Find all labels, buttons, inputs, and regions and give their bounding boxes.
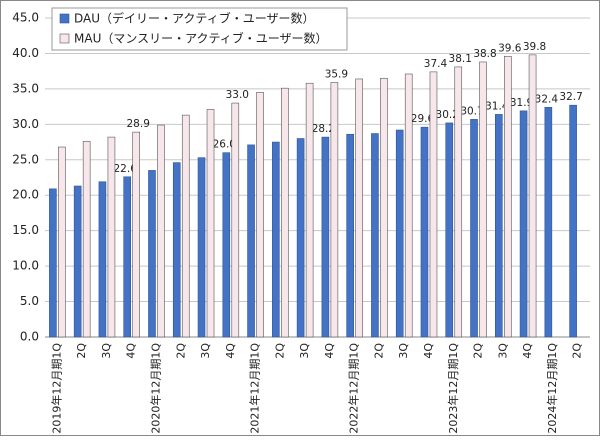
x-tick-label: 2Q xyxy=(372,343,385,359)
bar xyxy=(454,66,463,338)
bar xyxy=(132,131,141,338)
y-tick-label: 45.0 xyxy=(12,11,39,25)
y-tick-label: 30.0 xyxy=(12,117,39,131)
bar xyxy=(371,133,379,338)
bar xyxy=(479,61,487,338)
x-tick-label: 2Q xyxy=(273,343,286,359)
bar xyxy=(346,133,354,338)
x-tick-label: 3Q xyxy=(100,343,113,359)
bar xyxy=(503,55,512,338)
data-label: 22.6 xyxy=(114,163,138,175)
bar xyxy=(206,109,215,338)
data-label: 32.4 xyxy=(535,93,559,105)
x-tick-label: 2Q xyxy=(472,343,485,359)
data-label: 28.2 xyxy=(312,123,335,135)
data-label: 32.7 xyxy=(559,91,582,103)
y-tick-label: 25.0 xyxy=(12,152,39,166)
bar xyxy=(569,104,577,338)
y-tick-label: 0.0 xyxy=(20,330,39,344)
data-label: 35.9 xyxy=(325,69,348,81)
bar xyxy=(420,126,429,338)
x-tick-label: 2Q xyxy=(75,343,88,359)
legend-box xyxy=(51,7,348,51)
data-label: 28.9 xyxy=(127,118,150,130)
data-label: 39.6 xyxy=(498,42,522,54)
x-tick-label: 4Q xyxy=(224,343,237,359)
bar xyxy=(380,77,388,338)
x-tick-label: 2019年12月期1Q xyxy=(49,343,63,434)
bar xyxy=(123,176,132,338)
y-tick-label: 10.0 xyxy=(12,259,39,273)
y-tick-label: 40.0 xyxy=(12,46,39,60)
bar xyxy=(58,146,66,338)
x-tick-label: 4Q xyxy=(323,343,336,359)
bar xyxy=(305,82,314,338)
x-tick-label: 4Q xyxy=(125,343,138,359)
bar xyxy=(404,73,413,338)
data-label: 37.4 xyxy=(424,58,448,70)
x-tick-label: 2021年12月期1Q xyxy=(248,343,262,434)
bar xyxy=(256,92,264,338)
x-tick-label: 3Q xyxy=(496,343,509,359)
bar xyxy=(98,181,107,338)
bar xyxy=(157,124,165,338)
bar xyxy=(148,170,156,338)
bar xyxy=(395,129,404,338)
y-tick-label: 35.0 xyxy=(12,81,39,95)
y-tick-label: 5.0 xyxy=(20,294,39,308)
bar xyxy=(231,102,240,338)
y-tick-label: 15.0 xyxy=(12,223,39,237)
legend-label: DAU（デイリー・アクティブ・ユーザー数） xyxy=(74,11,314,26)
bar xyxy=(355,78,363,338)
x-tick-label: 2020年12月期1Q xyxy=(148,343,162,434)
bar xyxy=(197,157,206,338)
data-label: 31.9 xyxy=(510,97,533,109)
bar xyxy=(296,138,305,338)
bar xyxy=(281,87,289,338)
bar xyxy=(172,162,181,338)
x-tick-label: 3Q xyxy=(298,343,311,359)
bar xyxy=(494,114,503,338)
bar xyxy=(519,110,528,338)
data-label: 30.7 xyxy=(460,105,483,117)
y-tick-label: 20.0 xyxy=(12,188,39,202)
bar xyxy=(321,136,330,338)
bar xyxy=(470,119,478,338)
legend-swatch xyxy=(59,13,70,24)
data-label: 38.1 xyxy=(449,53,472,65)
x-tick-label: 2022年12月期1Q xyxy=(347,343,361,434)
legend-swatch xyxy=(59,33,70,44)
bar xyxy=(445,122,454,338)
bar xyxy=(330,82,339,338)
bar xyxy=(49,188,57,338)
bar xyxy=(544,107,553,338)
bar xyxy=(272,141,280,338)
data-label: 30.2 xyxy=(436,109,459,121)
data-label: 26.0 xyxy=(213,139,236,151)
x-tick-label: 2024年12月期1Q xyxy=(545,343,559,434)
x-tick-label: 3Q xyxy=(199,343,212,359)
x-tick-label: 2Q xyxy=(174,343,187,359)
bar xyxy=(528,54,537,338)
data-label: 31.4 xyxy=(485,100,509,112)
x-tick-label: 4Q xyxy=(422,343,435,359)
bar xyxy=(73,185,82,338)
bar xyxy=(82,141,91,338)
bar xyxy=(247,144,255,338)
bar xyxy=(429,71,438,338)
data-label: 38.8 xyxy=(473,48,496,60)
data-label: 29.6 xyxy=(411,113,435,125)
bar xyxy=(181,114,190,338)
x-tick-label: 3Q xyxy=(397,343,410,359)
data-label: 33.0 xyxy=(226,89,249,101)
legend-label: MAU（マンスリー・アクティブ・ユーザー数） xyxy=(74,31,328,46)
bar xyxy=(222,152,231,338)
x-tick-label: 2Q xyxy=(571,343,584,359)
data-label: 39.8 xyxy=(523,41,546,53)
x-tick-label: 4Q xyxy=(521,343,534,359)
x-tick-label: 2023年12月期1Q xyxy=(446,343,460,434)
bar xyxy=(107,136,116,338)
